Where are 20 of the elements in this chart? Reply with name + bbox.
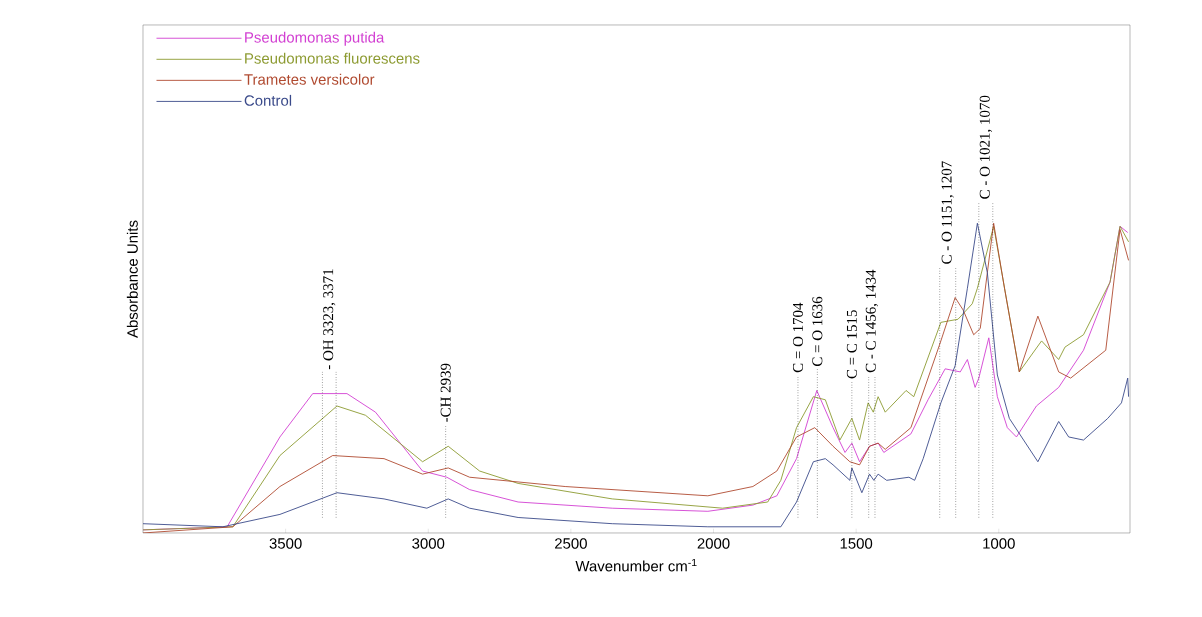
- text: Trametes versicolor: [244, 73, 375, 85]
- ref-line-label: - OH 3323, 3371: [323, 269, 336, 370]
- y-axis-title: Absorbance Units: [126, 220, 138, 338]
- ref-line-label: C = O 1636: [812, 296, 823, 366]
- x-tick-label: 2500: [555, 538, 587, 549]
- ref-line-label: C - C 1456, 1434: [865, 269, 878, 373]
- ref-line-label: C = O 1704: [792, 302, 803, 373]
- ref-line-label: C - O 1151, 1207: [941, 161, 954, 264]
- ref-line-label: C - O 1021, 1070: [979, 95, 992, 199]
- x-tick-label: 1500: [840, 538, 873, 549]
- x-tick-label: 2000: [697, 538, 730, 549]
- ref-line-label: C = C 1515: [846, 310, 857, 379]
- text: Pseudomonas fluorescens: [245, 52, 420, 64]
- text: Pseudomonas putida: [245, 31, 385, 46]
- ref-line-label: -CH 2939: [440, 363, 451, 422]
- x-tick-label: 3000: [412, 538, 445, 549]
- x-tick-label: 3500: [269, 538, 302, 549]
- x-tick-label: 1000: [983, 538, 1015, 549]
- x-axis-title: Wavenumber cm$^{-1}$: [575, 558, 697, 572]
- text: Control: [244, 94, 292, 106]
